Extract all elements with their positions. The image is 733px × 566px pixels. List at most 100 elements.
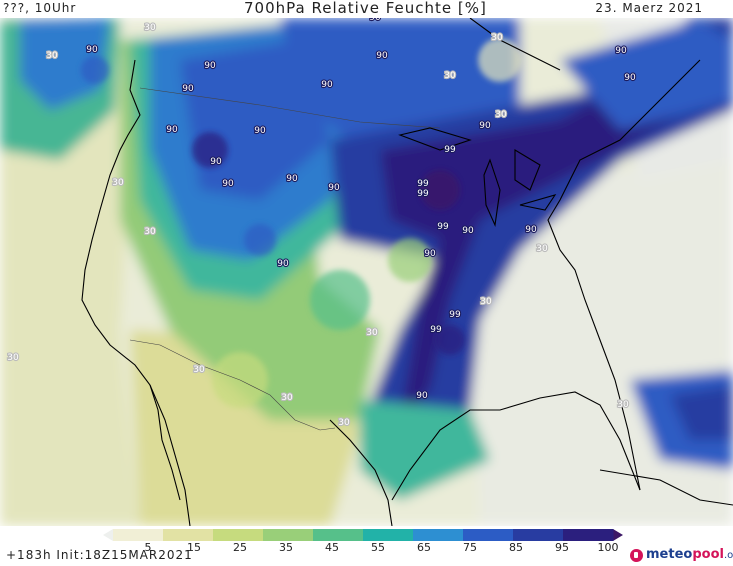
field-northwest-blue: [20, 18, 110, 110]
cell-i: [478, 38, 522, 82]
contour-label-90: 90: [222, 179, 234, 189]
lake-huron: [514, 149, 541, 191]
scale-swatch: [463, 529, 514, 541]
scale-swatch: [113, 529, 164, 541]
contour-label-30: 30: [193, 365, 205, 375]
footer: 5 15 25 35 45 55 65 75 85 95 100 +183h Init:18Z15M…: [0, 526, 733, 566]
scale-swatch: [313, 529, 364, 541]
map-title: 700hPa Relative Feuchte [%]: [244, 0, 487, 17]
lake-superior: [398, 127, 472, 151]
contour-label-99: 99: [437, 222, 449, 232]
cell-f: [435, 325, 465, 355]
lake-erie: [519, 194, 557, 211]
contour-label-90: 90: [166, 125, 178, 135]
contour-label-30: 30: [495, 110, 507, 120]
atlantic-coastline: [547, 59, 701, 491]
contour-label-90: 90: [416, 391, 428, 401]
scale-arrow-left: [103, 529, 113, 541]
contour-label-90: 90: [624, 73, 636, 83]
contour-label-30: 30: [112, 178, 124, 188]
scale-tick-label: 15: [187, 541, 201, 554]
scale-tick-label: 25: [233, 541, 247, 554]
field-caribbean-dark: [670, 385, 733, 440]
contour-label-99: 99: [417, 189, 429, 199]
scale-tick-label: 55: [371, 541, 385, 554]
contour-label-30: 30: [46, 51, 58, 61]
field-quebec-blue: [560, 20, 733, 130]
cell-g: [81, 56, 109, 84]
logo-word-accent: pool: [692, 547, 724, 562]
scale-swatch: [363, 529, 414, 541]
contour-label-90: 90: [525, 225, 537, 235]
field-core-dark: [380, 40, 720, 420]
contour-label-90: 90: [328, 183, 340, 193]
cell-b: [244, 224, 276, 256]
cell-a: [192, 132, 228, 168]
contour-label-30: 30: [144, 23, 156, 33]
cell-e: [420, 170, 460, 210]
scale-tick-label: 100: [597, 541, 619, 554]
contour-label-90: 90: [615, 46, 627, 56]
humidity-detail: [81, 38, 522, 408]
contour-label-30: 30: [491, 33, 503, 43]
logo-wordmark: meteopool.org: [646, 547, 733, 562]
scale-swatch: [513, 529, 564, 541]
contour-label-99: 99: [430, 325, 442, 335]
contour-label-90: 90: [210, 157, 222, 167]
contour-label-90: 90: [424, 249, 436, 259]
logo-word-main: meteo: [646, 547, 693, 562]
contour-label-90: 90: [321, 80, 333, 90]
contour-label-90: 90: [286, 174, 298, 184]
valid-date-label: 23. Maerz 2021: [595, 1, 703, 15]
scale-tick-label: 75: [463, 541, 477, 554]
contour-label-99: 99: [449, 310, 461, 320]
contour-label-30: 30: [144, 227, 156, 237]
forecast-run-info: +183h Init:18Z15MAR2021: [6, 548, 193, 562]
cuba: [599, 469, 733, 506]
scale-swatch: [163, 529, 214, 541]
contour-label-30: 30: [480, 297, 492, 307]
border-lines: [129, 87, 441, 431]
humidity-field: [0, 18, 733, 526]
contour-label-90: 90: [277, 259, 289, 269]
valid-time-label: ???, 10Uhr: [3, 1, 77, 15]
scale-tick-label: 5: [144, 541, 152, 554]
hudson-bay-shore: [469, 18, 561, 71]
contour-label-30: 30: [444, 71, 456, 81]
scale-swatch: [563, 529, 614, 541]
contour-label-90: 90: [254, 126, 266, 136]
us-canada-border: [139, 87, 441, 129]
contour-label-99: 99: [444, 145, 456, 155]
contour-label-30: 30: [617, 400, 629, 410]
scale-swatch: [213, 529, 264, 541]
scale-tick-label: 85: [509, 541, 523, 554]
contour-label-90: 90: [376, 51, 388, 61]
color-scale-bar: [103, 529, 623, 541]
baja-coastline: [149, 384, 181, 501]
contour-label-30: 30: [281, 393, 293, 403]
geography-lines: [81, 18, 733, 526]
header: ???, 10Uhr 700hPa Relative Feuchte [%] 2…: [0, 0, 733, 18]
scale-tick-label: 35: [279, 541, 293, 554]
scale-swatch: [413, 529, 464, 541]
scale-tick-label: 65: [417, 541, 431, 554]
contour-label-90: 90: [462, 226, 474, 236]
lake-michigan: [483, 158, 501, 227]
contour-label-90: 90: [479, 121, 491, 131]
contour-label-30: 30: [366, 328, 378, 338]
logo-word-suffix: .org: [723, 550, 733, 561]
contour-label-90: 90: [86, 45, 98, 55]
contour-label-99: 99: [417, 179, 429, 189]
cell-d: [388, 238, 432, 282]
contour-label-30: 30: [536, 244, 548, 254]
scale-tick-label: 45: [325, 541, 339, 554]
scale-arrow-right: [613, 529, 623, 541]
humidity-map: 90 30 30 90 90 90 90 90 90 90 90 90 90 90 30 30 90 30 99 99…: [0, 18, 733, 526]
contour-label-30: 30: [7, 353, 19, 363]
pacific-coastline: [81, 59, 191, 526]
cell-c: [310, 270, 370, 330]
gulf-coastline: [329, 391, 641, 526]
us-mexico-border: [129, 339, 336, 431]
contour-label-90: 90: [182, 84, 194, 94]
